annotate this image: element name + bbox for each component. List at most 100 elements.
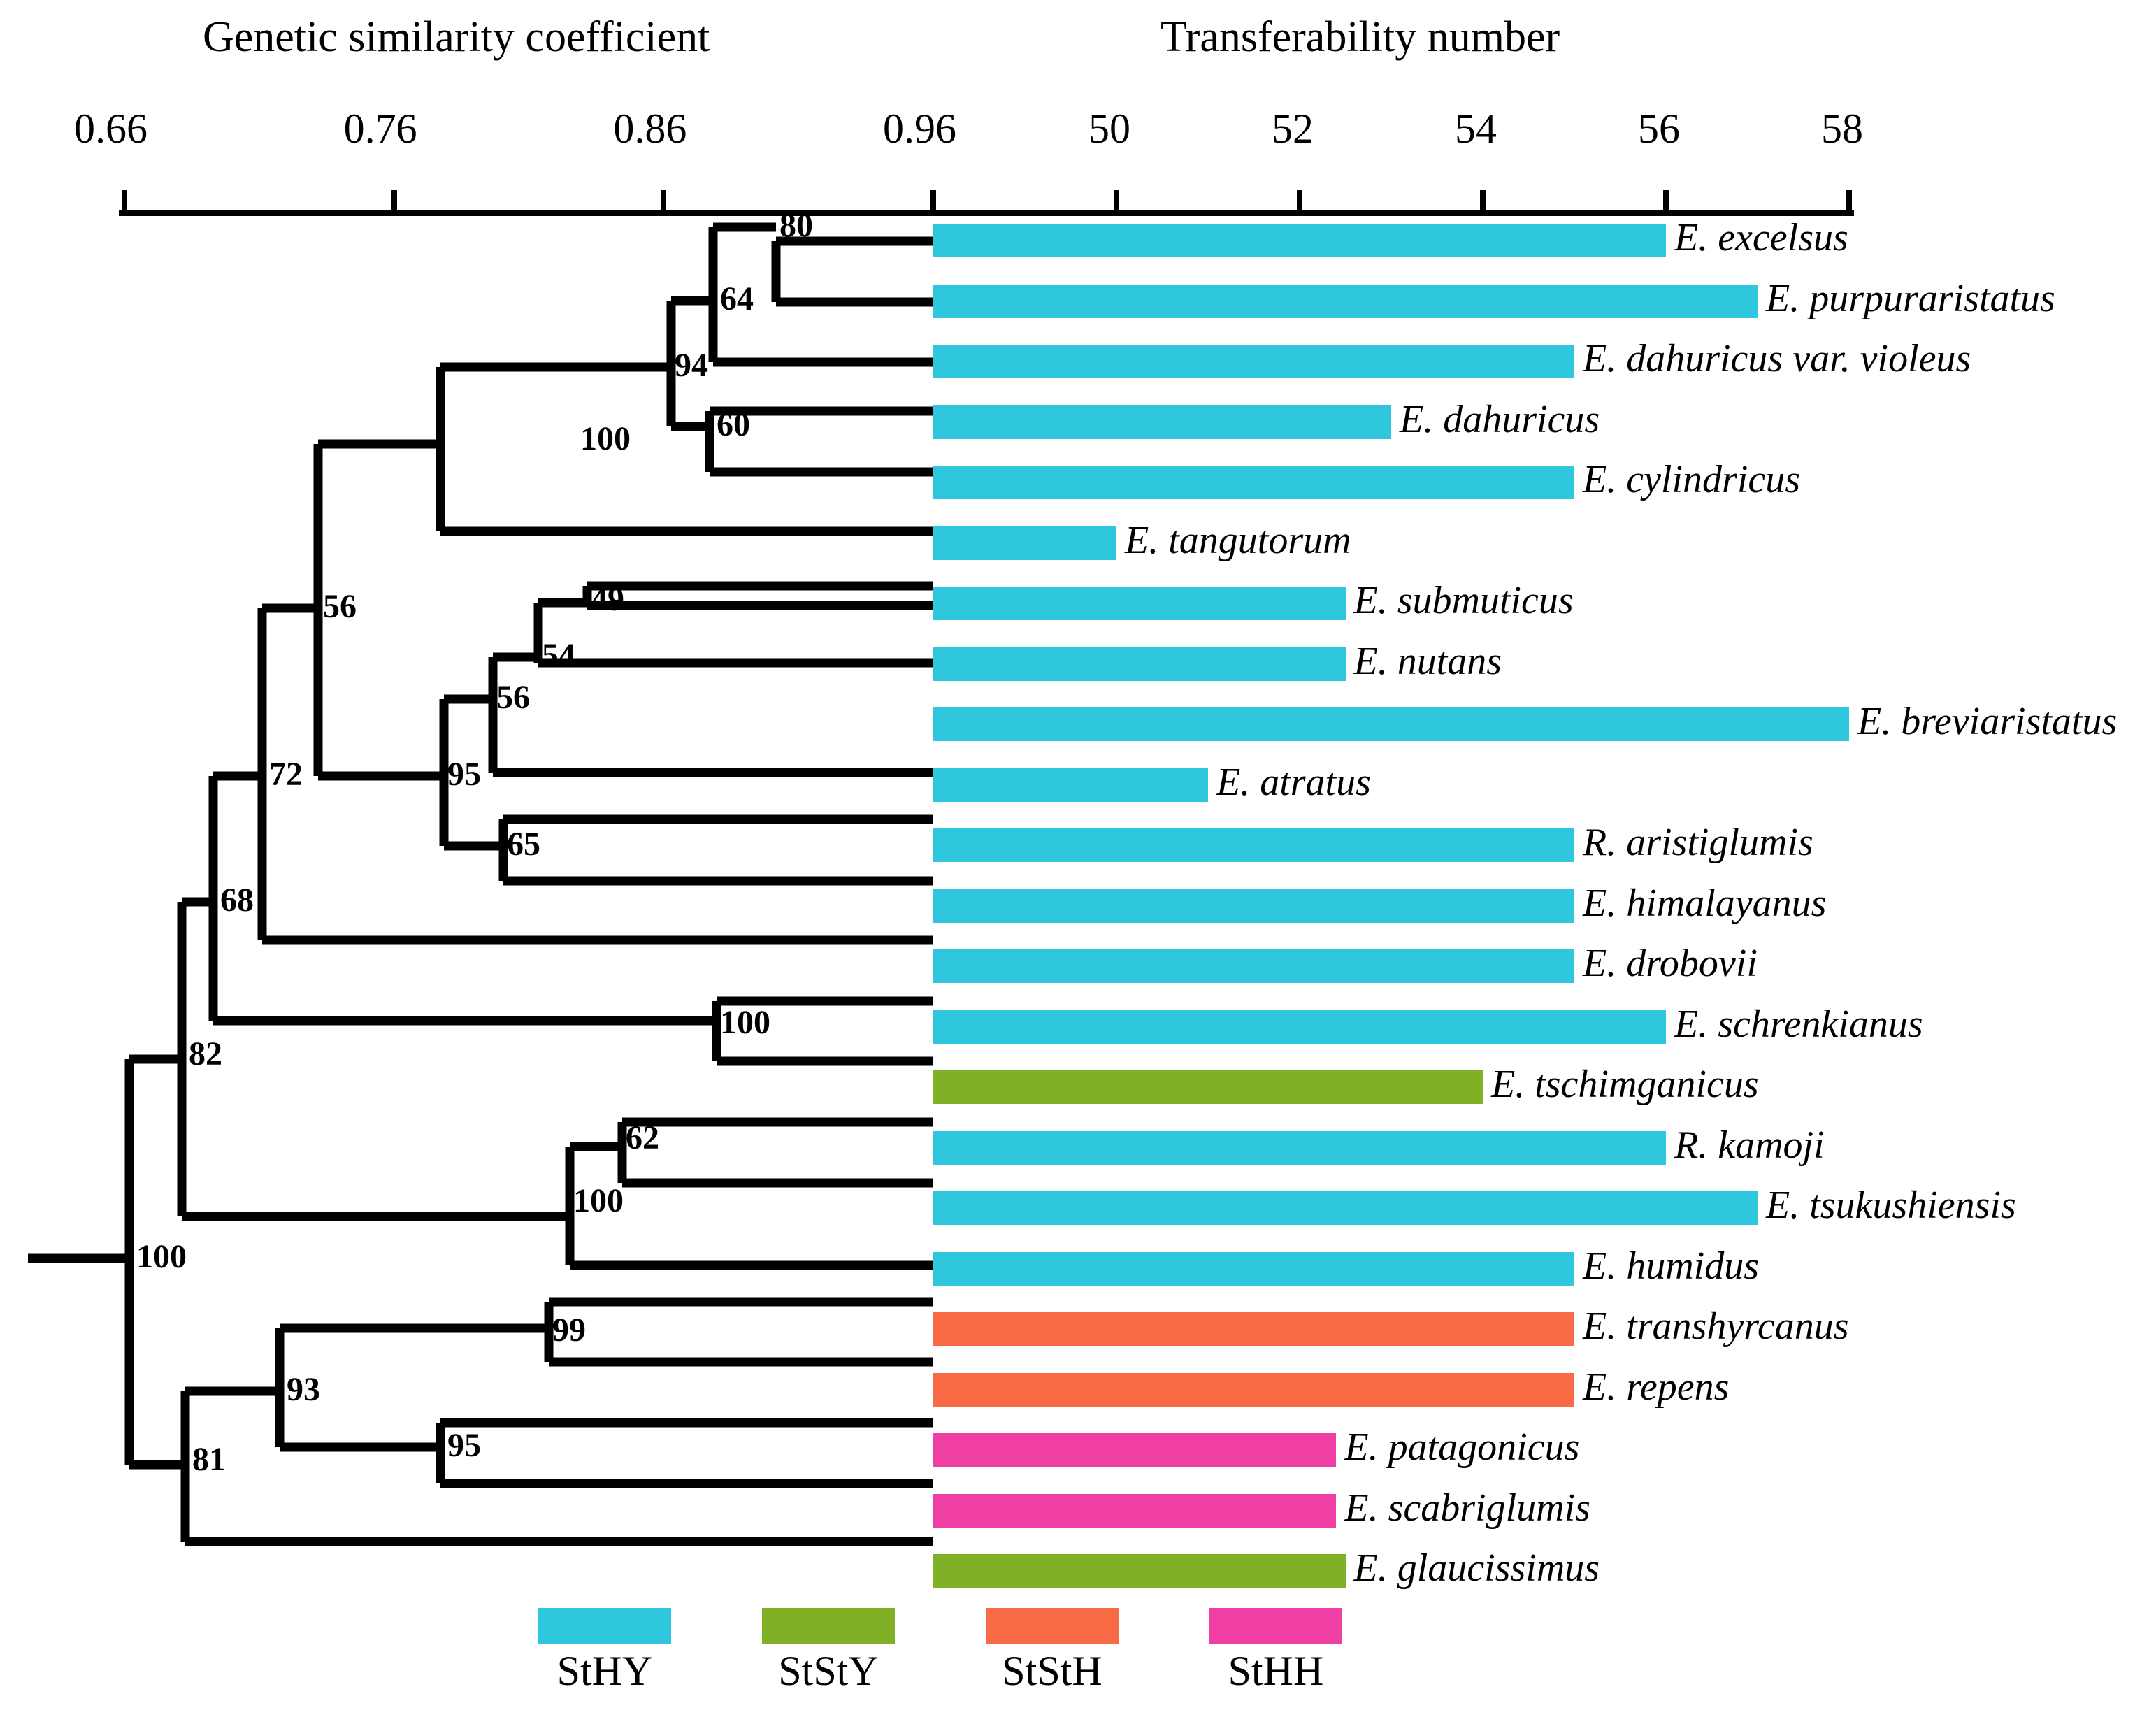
bootstrap-value: 95 <box>447 1427 481 1464</box>
species-label: E. tangutorum <box>1125 518 1351 562</box>
bar-sthy <box>933 1130 1666 1165</box>
bar-row: E. drobovii <box>933 944 2156 983</box>
bar-sthh <box>933 1493 1337 1528</box>
bootstrap-value: 56 <box>496 679 530 716</box>
right-axis-tick-56: 56 <box>1638 106 1680 152</box>
bar-sthy <box>933 587 1346 620</box>
tick-mark-right-50 <box>1114 190 1119 211</box>
bar-sthy <box>933 466 1574 499</box>
bar-row: E. nutans <box>933 639 2156 683</box>
bar-row: E. tangutorum <box>933 518 2156 562</box>
left-axis-tick-0.86: 0.86 <box>613 106 687 152</box>
bootstrap-value: 80 <box>779 207 813 244</box>
species-label: E. atratus <box>1216 760 1371 804</box>
bootstrap-value: 68 <box>220 882 254 919</box>
species-label: E. tschimganicus <box>1491 1063 1759 1106</box>
bootstrap-value: 56 <box>323 588 357 625</box>
bar-row: E. dahuricus var. violeus <box>933 337 2156 380</box>
bar-row: R. aristiglumis <box>933 821 2156 864</box>
bootstrap-value: 81 <box>192 1441 226 1478</box>
species-label: E. dahuricus <box>1400 397 1600 441</box>
axis-titles-row: Genetic similarity coefficient Transfera… <box>0 7 2156 63</box>
bar-sthy <box>933 707 1849 741</box>
bar-row: E. glaucissimus <box>933 1549 2156 1588</box>
legend-item-ststh[interactable]: StStH <box>986 1608 1119 1713</box>
bar-row: E. submuticus <box>933 579 2156 622</box>
bar-sthy <box>933 1251 1574 1286</box>
tick-mark-left-0.86 <box>661 190 667 211</box>
species-label: E. dahuricus var. violeus <box>1583 337 1971 380</box>
bootstrap-value: 99 <box>552 1312 586 1349</box>
bar-row: E. tschimganicus <box>933 1063 2156 1106</box>
tick-mark-right-54 <box>1480 190 1486 211</box>
bootstrap-value: 49 <box>591 581 624 618</box>
bar-sthy <box>933 1010 1666 1044</box>
bar-row: E. dahuricus <box>933 397 2156 441</box>
bootstrap-value: 100 <box>720 1004 770 1041</box>
bar-ststh <box>933 1372 1574 1407</box>
species-label: R. aristiglumis <box>1583 821 1813 864</box>
species-label: E. transhyrcanus <box>1583 1305 1849 1348</box>
left-axis-tick-0.96: 0.96 <box>883 106 956 152</box>
bootstrap-value: 65 <box>507 826 540 863</box>
bar-sthy <box>933 224 1666 257</box>
bootstrap-value: 100 <box>573 1182 624 1219</box>
legend-swatch-ststh <box>986 1608 1119 1644</box>
tick-mark-left-0.66 <box>122 190 127 211</box>
bar-row: R. kamoji <box>933 1123 2156 1167</box>
left-axis-line <box>119 210 951 216</box>
bootstrap-value: 82 <box>189 1035 222 1072</box>
legend-item-sthh[interactable]: StHH <box>1209 1608 1342 1713</box>
species-label: E. excelsus <box>1674 216 1848 259</box>
bootstrap-value: 100 <box>136 1238 187 1275</box>
bootstrap-value: 60 <box>717 406 750 443</box>
bar-row: E. transhyrcanus <box>933 1305 2156 1348</box>
species-label: E. nutans <box>1353 639 1502 683</box>
legend-item-sthy[interactable]: StHY <box>538 1608 671 1713</box>
bar-row: E. scabriglumis <box>933 1486 2156 1530</box>
bar-row: E. tsukushiensis <box>933 1184 2156 1227</box>
species-label: E. submuticus <box>1353 579 1574 622</box>
species-label: E. himalayanus <box>1583 881 1827 925</box>
bootstrap-value: 94 <box>675 347 708 384</box>
right-axis-tick-52: 52 <box>1272 106 1314 152</box>
bootstrap-value: 100 <box>580 420 631 457</box>
bar-row: E. himalayanus <box>933 881 2156 925</box>
bar-sthy <box>933 284 1758 318</box>
genome-legend: StHY StStY StStH StHH <box>538 1608 1517 1713</box>
tick-mark-right-56 <box>1663 190 1669 211</box>
bootstrap-value: 62 <box>626 1119 659 1156</box>
tick-mark-left-0.76 <box>391 190 397 211</box>
left-axis-title: Genetic similarity coefficient <box>203 13 710 61</box>
legend-label: StStH <box>1002 1648 1102 1694</box>
legend-swatch-sthh <box>1209 1608 1342 1644</box>
tick-mark-left-0.96 <box>930 190 936 211</box>
species-label: E. cylindricus <box>1583 458 1801 501</box>
bar-sthh <box>933 1433 1337 1467</box>
legend-label: StHH <box>1228 1648 1324 1694</box>
bar-sthy <box>933 1191 1758 1225</box>
bar-row: E. purpuraristatus <box>933 279 2156 318</box>
species-label: E. tsukushiensis <box>1766 1184 2016 1227</box>
bootstrap-value: 64 <box>720 280 754 317</box>
legend-label: StStY <box>778 1648 879 1694</box>
right-axis-line <box>938 210 1854 216</box>
legend-swatch-ststy <box>762 1608 895 1644</box>
species-label: E. scabriglumis <box>1344 1486 1590 1530</box>
species-label: E. schrenkianus <box>1674 1002 1923 1046</box>
legend-item-ststy[interactable]: StStY <box>762 1608 895 1713</box>
species-label: R. kamoji <box>1674 1123 1825 1167</box>
right-axis-tick-58: 58 <box>1821 106 1863 152</box>
bar-row: E. atratus <box>933 760 2156 804</box>
bootstrap-value: 72 <box>269 756 303 793</box>
bar-ststy <box>933 1554 1346 1588</box>
bar-row: E. cylindricus <box>933 458 2156 501</box>
left-axis-tick-0.66: 0.66 <box>74 106 148 152</box>
bar-row: E. excelsus <box>933 216 2156 259</box>
species-label: E. breviaristatus <box>1857 700 2118 743</box>
tick-mark-right-52 <box>1297 190 1302 211</box>
bootstrap-value: 93 <box>287 1371 320 1408</box>
bar-sthy <box>933 949 1574 983</box>
right-axis-tick-54: 54 <box>1455 106 1497 152</box>
